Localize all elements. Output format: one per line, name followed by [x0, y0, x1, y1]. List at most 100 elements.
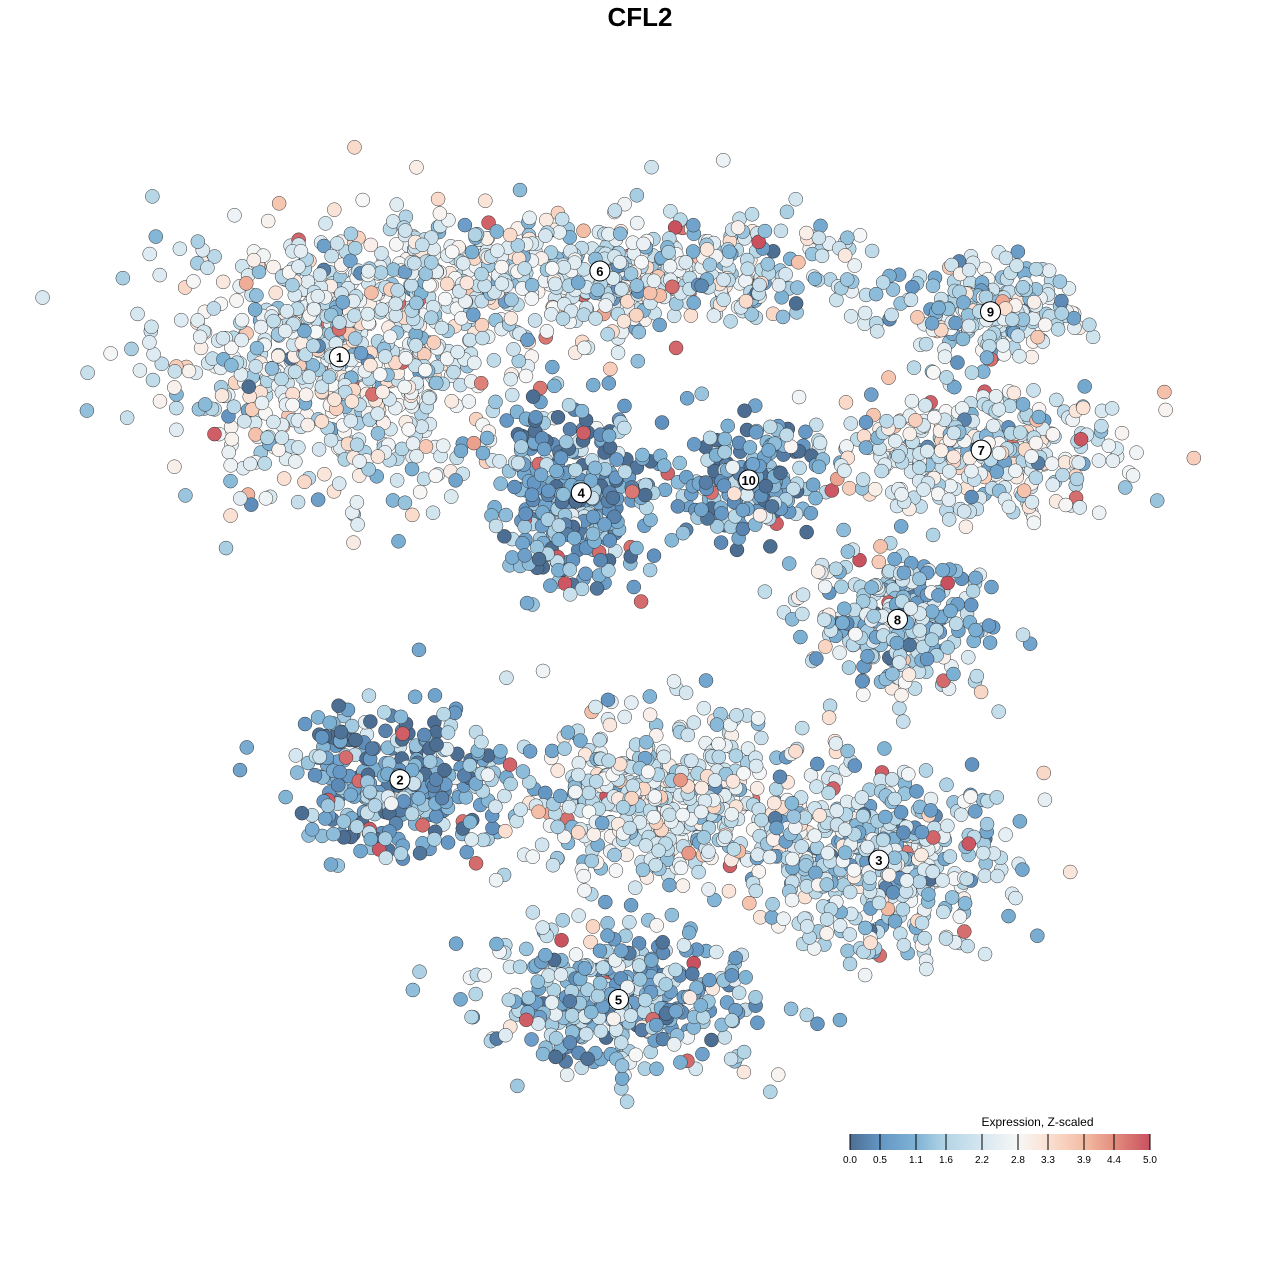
- data-point: [738, 293, 754, 309]
- data-point: [510, 1078, 525, 1094]
- data-point: [167, 364, 183, 379]
- data-point: [946, 666, 961, 682]
- data-point: [961, 318, 977, 334]
- data-point: [571, 908, 586, 923]
- data-point: [925, 278, 941, 294]
- data-point: [422, 754, 438, 769]
- data-point: [416, 727, 432, 743]
- data-point: [411, 642, 427, 658]
- data-point: [301, 369, 317, 384]
- data-point: [404, 461, 420, 477]
- data-point: [957, 924, 972, 939]
- data-point: [464, 832, 479, 847]
- data-point: [885, 666, 900, 682]
- data-point: [834, 579, 849, 595]
- data-point: [534, 837, 550, 853]
- data-point: [763, 419, 778, 435]
- data-point: [518, 368, 534, 384]
- data-point: [857, 305, 873, 321]
- data-point: [562, 1035, 578, 1050]
- data-point: [1054, 306, 1069, 321]
- data-point: [562, 993, 578, 1009]
- data-point: [662, 807, 677, 823]
- data-point: [775, 309, 791, 325]
- data-point: [726, 841, 742, 857]
- data-point: [711, 736, 726, 752]
- data-point: [696, 830, 712, 845]
- data-point: [740, 261, 755, 277]
- cluster-label: 4: [570, 482, 592, 504]
- data-point: [867, 481, 883, 497]
- data-point: [820, 845, 836, 861]
- data-point: [767, 795, 782, 811]
- data-point: [683, 308, 699, 323]
- data-point: [571, 825, 586, 840]
- data-point: [602, 533, 618, 548]
- data-point: [390, 283, 405, 298]
- data-point: [327, 202, 342, 217]
- data-point: [592, 732, 607, 748]
- data-point: [412, 845, 428, 861]
- data-point: [639, 734, 654, 750]
- data-point: [887, 791, 902, 807]
- data-point: [617, 398, 632, 414]
- data-point: [154, 356, 170, 372]
- data-point: [557, 741, 572, 756]
- data-point: [363, 357, 378, 373]
- data-point: [776, 911, 791, 927]
- data-point: [918, 398, 933, 413]
- data-point: [585, 526, 601, 542]
- data-point: [588, 699, 603, 715]
- data-point: [642, 285, 658, 301]
- data-point: [947, 379, 962, 395]
- data-point: [846, 862, 862, 878]
- data-point: [124, 341, 139, 357]
- legend-tick-label: 2.2: [975, 1155, 989, 1166]
- data-point: [274, 430, 290, 445]
- data-point: [361, 688, 377, 703]
- data-point: [605, 490, 621, 506]
- data-point: [1129, 445, 1144, 460]
- data-point: [224, 358, 239, 373]
- data-point: [795, 606, 810, 622]
- data-point: [497, 529, 512, 544]
- data-point: [597, 517, 612, 532]
- data-point: [793, 629, 808, 645]
- data-point: [600, 916, 615, 931]
- data-point: [896, 565, 912, 581]
- data-point: [320, 798, 336, 813]
- data-point: [935, 562, 950, 578]
- data-point: [1001, 499, 1017, 515]
- data-point: [288, 748, 304, 763]
- data-point: [440, 725, 456, 740]
- data-point: [474, 734, 489, 750]
- data-point: [467, 227, 483, 243]
- data-point: [709, 717, 725, 732]
- data-point: [1024, 449, 1039, 464]
- data-point: [694, 502, 709, 517]
- data-point: [642, 707, 658, 722]
- data-point: [518, 506, 533, 522]
- data-point: [811, 230, 827, 246]
- data-point: [724, 806, 740, 822]
- data-point: [1101, 438, 1117, 454]
- data-point: [1075, 400, 1091, 416]
- data-point: [887, 850, 902, 866]
- data-point: [504, 387, 520, 403]
- data-point: [1001, 908, 1016, 924]
- data-point: [227, 208, 242, 223]
- data-point: [736, 1064, 752, 1080]
- data-point: [348, 732, 363, 748]
- data-point: [940, 818, 955, 834]
- data-point: [877, 741, 892, 756]
- data-point: [957, 896, 973, 911]
- data-point: [855, 674, 870, 689]
- data-point: [434, 790, 450, 806]
- data-point: [790, 280, 805, 295]
- data-point: [1073, 431, 1089, 447]
- data-point: [1104, 401, 1120, 416]
- data-point: [407, 255, 422, 271]
- data-point: [1041, 263, 1057, 278]
- data-point: [377, 705, 392, 720]
- data-point: [564, 1008, 580, 1023]
